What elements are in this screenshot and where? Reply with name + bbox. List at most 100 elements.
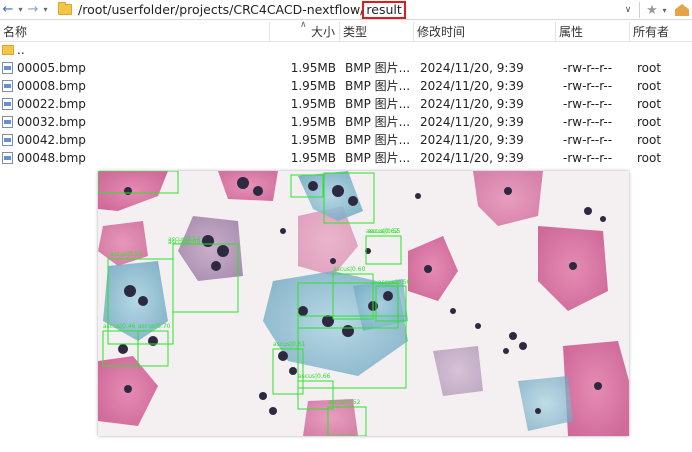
folder-up-icon <box>2 45 14 55</box>
back-button[interactable]: ← ▾ <box>0 1 25 19</box>
file-icon <box>2 80 13 92</box>
file-owner: root <box>637 61 662 75</box>
detection-label: ascus|0.55 <box>368 228 401 235</box>
file-icon <box>2 62 13 74</box>
file-modified: 2024/11/20, 9:39 <box>420 61 524 75</box>
detection-label: ascus|0.46 <box>103 323 136 330</box>
teal-cells <box>103 171 573 431</box>
file-icon <box>2 134 13 146</box>
detection-box <box>327 406 367 436</box>
col-attrs[interactable]: 属性 <box>556 22 630 42</box>
col-name[interactable]: 名称 <box>0 22 270 42</box>
detection-box <box>297 380 334 410</box>
detection-label: ascus|0.61 <box>273 341 306 348</box>
detection-box <box>297 315 407 389</box>
file-owner: root <box>637 133 662 147</box>
path-prefix: /root/userfolder/projects/CRC4CACD-nextf… <box>78 1 365 17</box>
nuclei <box>118 177 606 415</box>
col-size[interactable]: 大小 <box>270 22 340 42</box>
file-row[interactable]: 00008.bmp 1.95MB BMP 图片... 2024/11/20, 9:39… <box>0 77 692 95</box>
folder-icon <box>58 2 72 15</box>
col-type-label: 类型 <box>343 25 368 39</box>
detection-label: ascus|0.66 <box>298 373 331 380</box>
file-size: 1.95MB <box>290 61 336 75</box>
file-owner: root <box>637 115 662 129</box>
detection-label: ascus|0.59 <box>168 239 201 246</box>
file-row[interactable]: 00022.bmp 1.95MB BMP 图片... 2024/11/20, 9:39… <box>0 95 692 113</box>
detection-label: ascus|0.60 <box>333 266 366 273</box>
column-header: 名称 ∧ 大小 类型 修改时间 属性 所有者 <box>0 20 692 42</box>
file-attrs: -rw-r--r-- <box>563 115 613 129</box>
file-type: BMP 图片... <box>345 79 411 93</box>
file-type: BMP 图片... <box>345 115 411 129</box>
address-bar: ← ▾ → ▾ /root/userfolder/projects/CRC4CA… <box>0 0 692 20</box>
file-attrs: -rw-r--r-- <box>563 151 613 165</box>
detection-box <box>375 285 407 322</box>
col-attrs-label: 属性 <box>559 25 584 39</box>
col-modified-label: 修改时间 <box>417 25 466 39</box>
detection-box <box>290 174 324 198</box>
detection-boxes <box>98 171 407 436</box>
sort-up-icon: ∧ <box>300 20 307 30</box>
file-type: BMP 图片... <box>345 133 411 147</box>
col-type[interactable]: 类型 <box>340 22 414 42</box>
file-modified: 2024/11/20, 9:39 <box>420 133 524 147</box>
col-size-label: 大小 <box>310 25 335 39</box>
star-icon[interactable]: ★ <box>646 2 658 18</box>
detection-label: ascus|0.55 <box>110 251 143 258</box>
path-input[interactable]: /root/userfolder/projects/CRC4CACD-nextf… <box>78 0 406 19</box>
detection-box <box>107 258 174 345</box>
file-owner: root <box>637 97 662 111</box>
col-owner-label: 所有者 <box>633 25 670 39</box>
detection-labels: ascus|0.54 ascus|0.55 ascus|0.60 ascus|0.62… <box>103 228 411 406</box>
col-owner[interactable]: 所有者 <box>630 22 692 42</box>
file-type: BMP 图片... <box>345 151 411 165</box>
file-modified: 2024/11/20, 9:39 <box>420 97 524 111</box>
file-owner: root <box>637 151 662 165</box>
detection-box <box>297 282 399 329</box>
file-row[interactable]: 00042.bmp 1.95MB BMP 图片... 2024/11/20, 9:39… <box>0 131 692 149</box>
home-icon[interactable] <box>675 4 689 16</box>
file-owner: root <box>637 79 662 93</box>
file-size: 1.95MB <box>290 115 336 129</box>
col-name-label: 名称 <box>3 25 28 39</box>
file-row[interactable]: 00048.bmp 1.95MB BMP 图片... 2024/11/20, 9:39… <box>0 149 692 167</box>
dropdown-icon[interactable]: ∨ <box>624 5 632 15</box>
back-dropdown-icon[interactable]: ▾ <box>18 5 23 14</box>
parent-dir-row[interactable]: .. <box>0 41 692 59</box>
file-name: 00048.bmp <box>17 151 86 165</box>
file-icon <box>2 116 13 128</box>
file-name: 00022.bmp <box>17 97 86 111</box>
file-attrs: -rw-r--r-- <box>563 61 613 75</box>
detection-label: ascus|0.50 <box>378 279 411 286</box>
detection-box <box>98 171 179 194</box>
detection-label: ascus|0.62 <box>366 228 399 235</box>
file-modified: 2024/11/20, 9:39 <box>420 151 524 165</box>
file-modified: 2024/11/20, 9:39 <box>420 115 524 129</box>
detection-box <box>137 330 169 367</box>
file-attrs: -rw-r--r-- <box>563 133 613 147</box>
file-size: 1.95MB <box>290 97 336 111</box>
divider <box>639 2 640 18</box>
file-icon <box>2 152 13 164</box>
file-size: 1.95MB <box>290 133 336 147</box>
forward-button[interactable]: → ▾ <box>25 1 50 19</box>
file-name: 00008.bmp <box>17 79 86 93</box>
file-row[interactable]: 00032.bmp 1.95MB BMP 图片... 2024/11/20, 9:39… <box>0 113 692 131</box>
forward-arrow-icon: → <box>27 2 39 17</box>
detection-box <box>365 235 402 265</box>
detection-box <box>272 348 304 395</box>
detection-label: ascus|0.52 <box>328 399 361 406</box>
detection-box <box>323 172 375 224</box>
detection-box <box>332 273 374 320</box>
file-size: 1.95MB <box>290 151 336 165</box>
forward-dropdown-icon[interactable]: ▾ <box>43 5 48 14</box>
bookmark-dropdown-icon[interactable]: ▾ <box>662 5 667 15</box>
file-name: 00042.bmp <box>17 133 86 147</box>
file-type: BMP 图片... <box>345 61 411 75</box>
file-name: 00032.bmp <box>17 115 86 129</box>
file-attrs: -rw-r--r-- <box>563 79 613 93</box>
file-attrs: -rw-r--r-- <box>563 97 613 111</box>
col-modified[interactable]: 修改时间 <box>414 22 556 42</box>
file-row[interactable]: 00005.bmp 1.95MB BMP 图片... 2024/11/20, 9:39… <box>0 59 692 77</box>
